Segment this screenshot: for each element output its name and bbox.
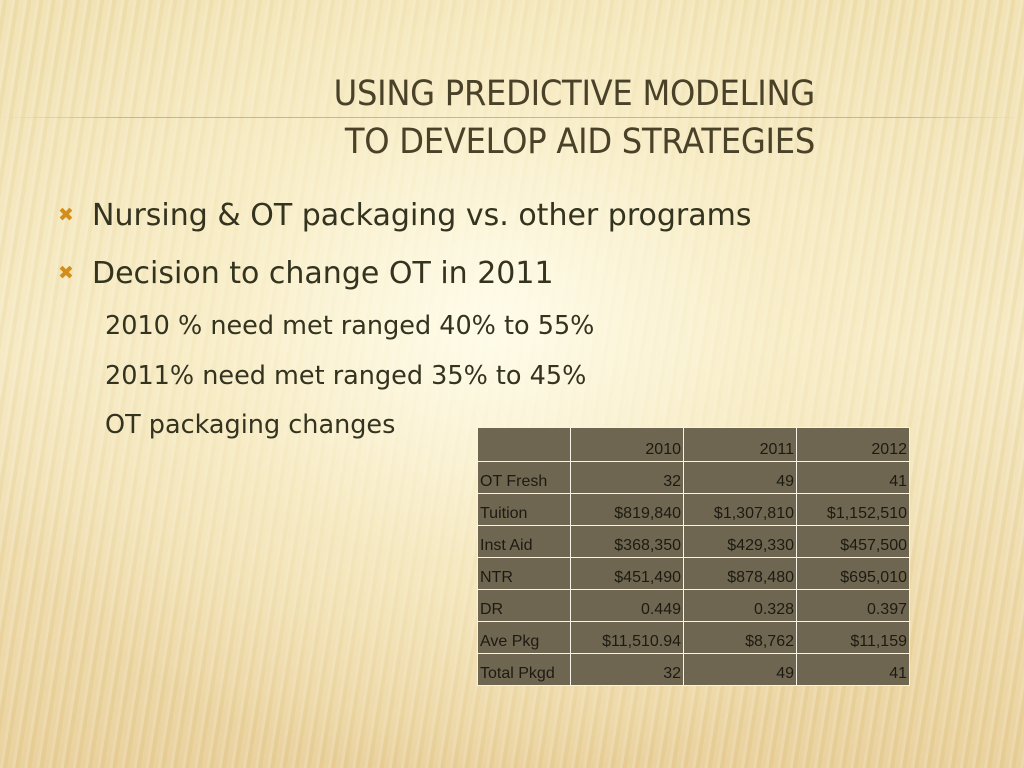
table-cell: $819,840 [570, 493, 684, 526]
table-cell: $878,480 [683, 557, 797, 590]
sub-bullet-item: OT packaging changes [105, 410, 396, 440]
table-cell: 41 [796, 653, 910, 686]
table-row: DR 0.449 0.328 0.397 [477, 589, 910, 622]
title-divider-line [0, 117, 1024, 118]
table-cell: $1,152,510 [796, 493, 910, 526]
bullet-text: Decision to change OT in 2011 [92, 256, 554, 291]
table-row: NTR $451,490 $878,480 $695,010 [477, 557, 910, 590]
table-cell: $429,330 [683, 525, 797, 558]
table-cell: 32 [570, 653, 684, 686]
sub-bullet-item: 2010 % need met ranged 40% to 55% [105, 311, 595, 341]
table-corner-cell [477, 427, 571, 462]
table-cell: $1,307,810 [683, 493, 797, 526]
table-row: Inst Aid $368,350 $429,330 $457,500 [477, 525, 910, 558]
slide-title: USING PREDICTIVE MODELING TO DEVELOP AID… [212, 70, 816, 166]
table-header-cell: 2012 [796, 427, 910, 462]
table-cell: $11,159 [796, 621, 910, 654]
bullet-item: ✖ Nursing & OT packaging vs. other progra… [58, 198, 751, 233]
table-cell: $451,490 [570, 557, 684, 590]
x-bullet-icon: ✖ [58, 262, 74, 284]
table-cell: 0.397 [796, 589, 910, 622]
table-row-label: Total Pkgd [477, 653, 571, 686]
bullet-item: ✖ Decision to change OT in 2011 [58, 256, 554, 291]
sub-bullet-item: 2011% need met ranged 35% to 45% [105, 361, 587, 391]
table-cell: 41 [796, 461, 910, 494]
table-cell: $368,350 [570, 525, 684, 558]
table-row-label: OT Fresh [477, 461, 571, 494]
bullet-text: Nursing & OT packaging vs. other program… [92, 198, 752, 233]
table-row: Total Pkgd 32 49 41 [477, 653, 910, 686]
table-row-label: Inst Aid [477, 525, 571, 558]
x-bullet-icon: ✖ [58, 204, 74, 226]
table-cell: $695,010 [796, 557, 910, 590]
table-row-label: DR [477, 589, 571, 622]
table-header-cell: 2011 [683, 427, 797, 462]
ot-packaging-table: 2010 2011 2012 OT Fresh 32 49 41 Tuition… [477, 427, 910, 686]
slide-title-line-2: TO DEVELOP AID STRATEGIES [344, 122, 815, 162]
table-cell: $457,500 [796, 525, 910, 558]
table-header-row: 2010 2011 2012 [477, 427, 910, 462]
table-header-cell: 2010 [570, 427, 684, 462]
table-row: OT Fresh 32 49 41 [477, 461, 910, 494]
table-cell: 49 [683, 461, 797, 494]
table-cell: 49 [683, 653, 797, 686]
table-row: Ave Pkg $11,510.94 $8,762 $11,159 [477, 621, 910, 654]
table-cell: 0.328 [683, 589, 797, 622]
slide-title-line-1: USING PREDICTIVE MODELING [333, 74, 816, 114]
table-row-label: Ave Pkg [477, 621, 571, 654]
table-cell: $8,762 [683, 621, 797, 654]
table-row-label: NTR [477, 557, 571, 590]
table-cell: 32 [570, 461, 684, 494]
table-cell: $11,510.94 [570, 621, 684, 654]
table-row-label: Tuition [477, 493, 571, 526]
table-cell: 0.449 [570, 589, 684, 622]
table-row: Tuition $819,840 $1,307,810 $1,152,510 [477, 493, 910, 526]
